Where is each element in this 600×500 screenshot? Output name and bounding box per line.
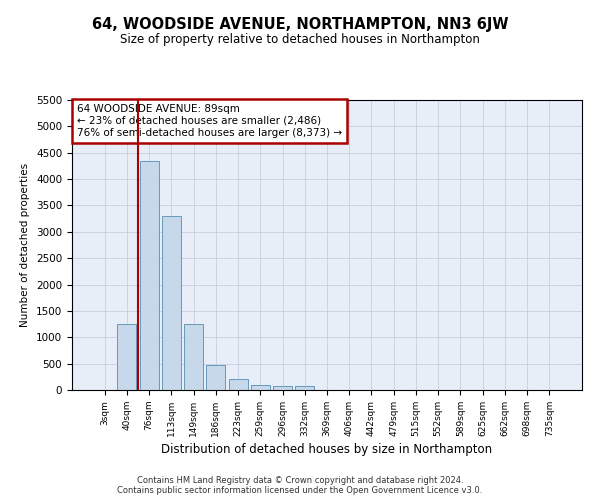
Text: Size of property relative to detached houses in Northampton: Size of property relative to detached ho… [120, 32, 480, 46]
Bar [184, 324, 203, 390]
Text: Contains HM Land Registry data © Crown copyright and database right 2024.
Contai: Contains HM Land Registry data © Crown c… [118, 476, 482, 495]
Text: 64, WOODSIDE AVENUE, NORTHAMPTON, NN3 6JW: 64, WOODSIDE AVENUE, NORTHAMPTON, NN3 6J… [92, 18, 508, 32]
Y-axis label: Number of detached properties: Number of detached properties [20, 163, 31, 327]
Bar [162, 216, 181, 390]
Bar [206, 364, 225, 390]
Bar [118, 324, 136, 390]
Bar [273, 386, 292, 390]
Bar [251, 384, 270, 390]
Bar [295, 386, 314, 390]
Bar [229, 380, 248, 390]
Text: 64 WOODSIDE AVENUE: 89sqm
← 23% of detached houses are smaller (2,486)
76% of se: 64 WOODSIDE AVENUE: 89sqm ← 23% of detac… [77, 104, 342, 138]
Bar [140, 160, 158, 390]
X-axis label: Distribution of detached houses by size in Northampton: Distribution of detached houses by size … [161, 443, 493, 456]
